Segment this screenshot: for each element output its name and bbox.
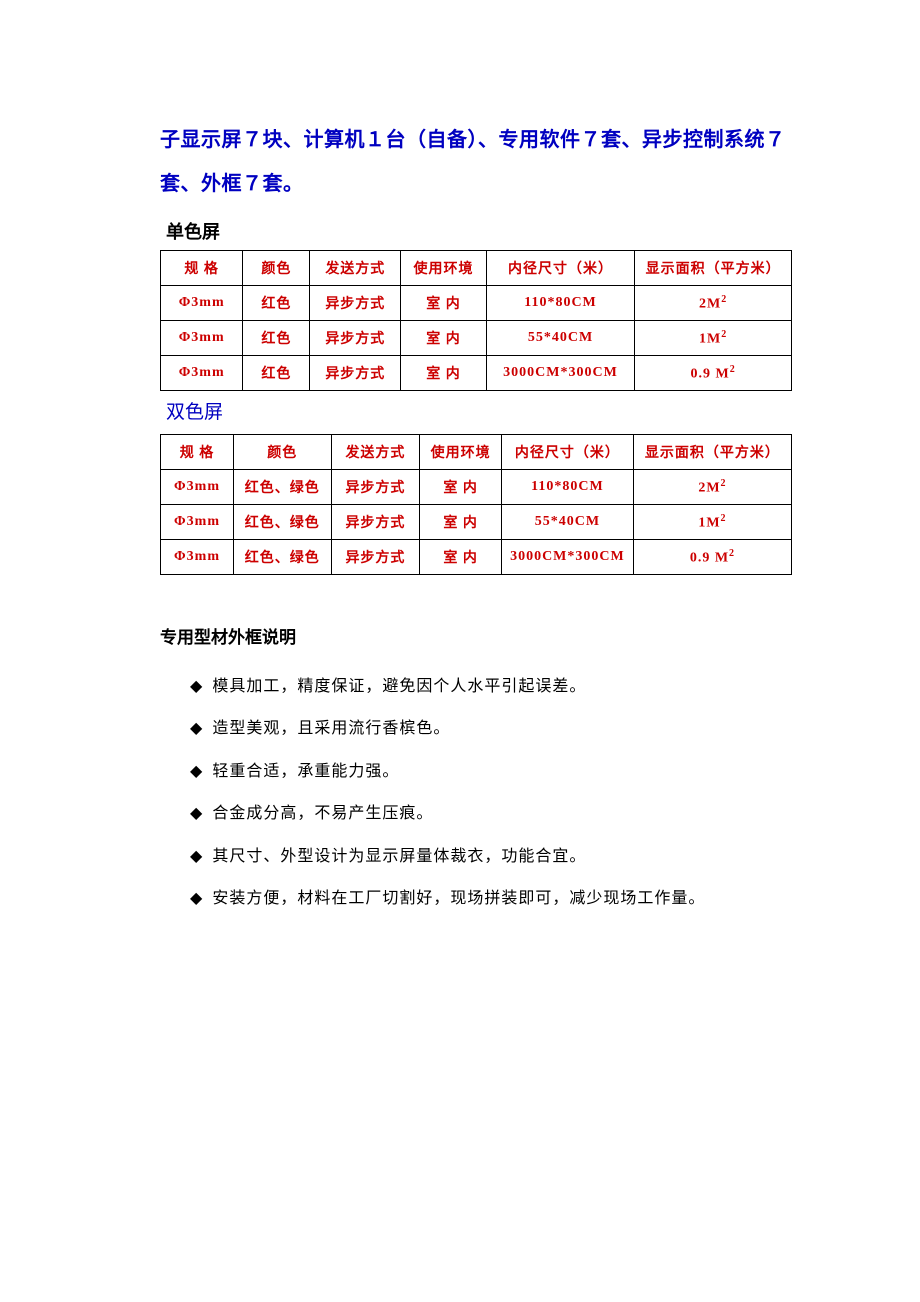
table-cell: 异步方式 bbox=[331, 470, 420, 505]
diamond-icon: ◆ bbox=[190, 763, 203, 780]
table-cell: 红色 bbox=[243, 356, 310, 391]
table-column-header: 使用环境 bbox=[420, 435, 502, 470]
table-header-row: 规 格颜色发送方式使用环境内径尺寸（米）显示面积（平方米） bbox=[161, 435, 792, 470]
bullet-item: ◆ 合金成分高，不易产生压痕。 bbox=[190, 803, 790, 825]
table-row: Φ3mm红色、绿色异步方式室 内3000CM*300CM0.9 M2 bbox=[161, 540, 792, 575]
table-column-header: 发送方式 bbox=[331, 435, 420, 470]
table-column-header: 发送方式 bbox=[310, 251, 401, 286]
bullet-item: ◆ 安装方便，材料在工厂切割好，现场拼装即可，减少现场工作量。 bbox=[190, 888, 790, 910]
diamond-icon: ◆ bbox=[190, 720, 203, 737]
table-cell: 0.9 M2 bbox=[635, 356, 792, 391]
table-column-header: 规 格 bbox=[161, 251, 243, 286]
table-cell: 室 内 bbox=[401, 321, 486, 356]
bullet-item: ◆ 轻重合适，承重能力强。 bbox=[190, 761, 790, 783]
table-cell: 3000CM*300CM bbox=[501, 540, 633, 575]
table-cell: 室 内 bbox=[401, 356, 486, 391]
table-cell: 红色 bbox=[243, 321, 310, 356]
table-cell: Φ3mm bbox=[161, 540, 234, 575]
table-row: Φ3mm红色、绿色异步方式室 内110*80CM2M2 bbox=[161, 470, 792, 505]
table-cell: 2M2 bbox=[633, 470, 791, 505]
single-color-table: 规 格颜色发送方式使用环境内径尺寸（米）显示面积（平方米） Φ3mm红色异步方式… bbox=[160, 250, 792, 391]
table-row: Φ3mm红色异步方式室 内110*80CM2M2 bbox=[161, 286, 792, 321]
table-cell: 室 内 bbox=[401, 286, 486, 321]
single-color-heading: 单色屏 bbox=[166, 218, 790, 244]
table-row: Φ3mm红色异步方式室 内3000CM*300CM0.9 M2 bbox=[161, 356, 792, 391]
dual-color-table: 规 格颜色发送方式使用环境内径尺寸（米）显示面积（平方米） Φ3mm红色、绿色异… bbox=[160, 434, 792, 575]
table-row: Φ3mm红色异步方式室 内55*40CM1M2 bbox=[161, 321, 792, 356]
table-cell: 异步方式 bbox=[310, 356, 401, 391]
table-column-header: 内径尺寸（米） bbox=[486, 251, 635, 286]
table-cell: 室 内 bbox=[420, 470, 502, 505]
table-cell: Φ3mm bbox=[161, 505, 234, 540]
frame-bullet-list: ◆ 模具加工，精度保证，避免因个人水平引起误差。 ◆ 造型美观，且采用流行香槟色。… bbox=[190, 676, 790, 910]
table-cell: Φ3mm bbox=[161, 321, 243, 356]
table-cell: 1M2 bbox=[635, 321, 792, 356]
table-cell: 1M2 bbox=[633, 505, 791, 540]
table-column-header: 颜色 bbox=[234, 435, 331, 470]
table-cell: 异步方式 bbox=[331, 505, 420, 540]
table-cell: 异步方式 bbox=[310, 321, 401, 356]
table-cell: 110*80CM bbox=[501, 470, 633, 505]
table-row: Φ3mm红色、绿色异步方式室 内55*40CM1M2 bbox=[161, 505, 792, 540]
table-cell: Φ3mm bbox=[161, 286, 243, 321]
table-cell: Φ3mm bbox=[161, 356, 243, 391]
diamond-icon: ◆ bbox=[190, 890, 203, 907]
table-cell: 55*40CM bbox=[486, 321, 635, 356]
table-cell: 110*80CM bbox=[486, 286, 635, 321]
table-cell: 室 内 bbox=[420, 505, 502, 540]
table-cell: 异步方式 bbox=[310, 286, 401, 321]
table-column-header: 显示面积（平方米） bbox=[635, 251, 792, 286]
document-page: 子显示屏７块、计算机１台（自备）、专用软件７套、异步控制系统７套、外框７套。 单… bbox=[0, 0, 920, 990]
diamond-icon: ◆ bbox=[190, 678, 203, 695]
table-cell: 红色、绿色 bbox=[234, 540, 331, 575]
table-cell: 55*40CM bbox=[501, 505, 633, 540]
table-cell: 异步方式 bbox=[331, 540, 420, 575]
bullet-item: ◆ 其尺寸、外型设计为显示屏量体裁衣，功能合宜。 bbox=[190, 846, 790, 868]
page-title: 子显示屏７块、计算机１台（自备）、专用软件７套、异步控制系统７套、外框７套。 bbox=[160, 118, 790, 206]
table-cell: 红色 bbox=[243, 286, 310, 321]
dual-color-heading: 双色屏 bbox=[166, 397, 790, 424]
table-column-header: 内径尺寸（米） bbox=[501, 435, 633, 470]
table-cell: 红色、绿色 bbox=[234, 470, 331, 505]
frame-section-heading: 专用型材外框说明 bbox=[160, 623, 790, 648]
table-column-header: 颜色 bbox=[243, 251, 310, 286]
table-cell: 2M2 bbox=[635, 286, 792, 321]
diamond-icon: ◆ bbox=[190, 805, 203, 822]
table-column-header: 使用环境 bbox=[401, 251, 486, 286]
diamond-icon: ◆ bbox=[190, 848, 203, 865]
bullet-item: ◆ 模具加工，精度保证，避免因个人水平引起误差。 bbox=[190, 676, 790, 698]
table-cell: 红色、绿色 bbox=[234, 505, 331, 540]
table-cell: Φ3mm bbox=[161, 470, 234, 505]
table-header-row: 规 格颜色发送方式使用环境内径尺寸（米）显示面积（平方米） bbox=[161, 251, 792, 286]
single-color-tbody: Φ3mm红色异步方式室 内110*80CM2M2Φ3mm红色异步方式室 内55*… bbox=[161, 286, 792, 391]
table-column-header: 规 格 bbox=[161, 435, 234, 470]
table-cell: 0.9 M2 bbox=[633, 540, 791, 575]
bullet-item: ◆ 造型美观，且采用流行香槟色。 bbox=[190, 718, 790, 740]
table-cell: 3000CM*300CM bbox=[486, 356, 635, 391]
table-column-header: 显示面积（平方米） bbox=[633, 435, 791, 470]
dual-color-tbody: Φ3mm红色、绿色异步方式室 内110*80CM2M2Φ3mm红色、绿色异步方式… bbox=[161, 470, 792, 575]
table-cell: 室 内 bbox=[420, 540, 502, 575]
